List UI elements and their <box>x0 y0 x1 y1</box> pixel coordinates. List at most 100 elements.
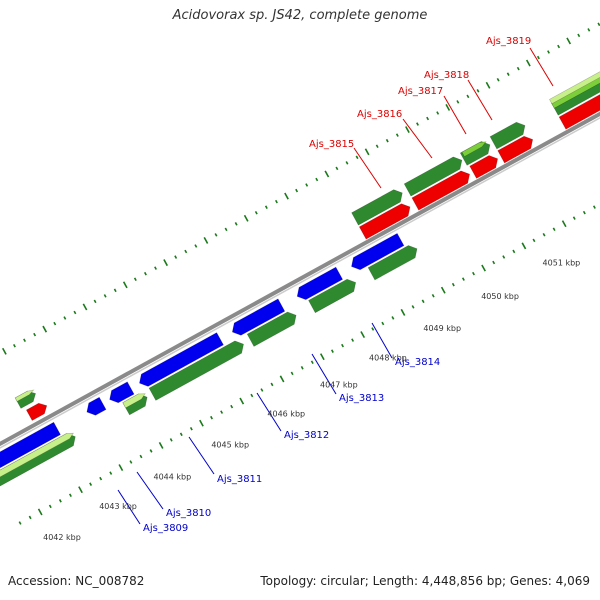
forward-cds-feature[interactable] <box>0 433 76 487</box>
tick-mark <box>592 205 596 209</box>
tick-mark <box>154 266 157 270</box>
tick-mark <box>345 161 349 165</box>
reverse-cds-feature[interactable] <box>0 421 61 469</box>
forward-cds-feature[interactable] <box>122 393 146 409</box>
scale-label: 4044 kbp <box>154 472 192 481</box>
gene-label[interactable]: Ajs_3812 <box>284 430 329 441</box>
label-leader-line <box>188 436 215 475</box>
forward-cds-feature[interactable] <box>148 340 244 401</box>
tick-mark <box>58 499 62 503</box>
tick-mark <box>73 310 77 315</box>
scale-label: 4048 kbp <box>369 354 407 363</box>
tick-mark <box>103 294 107 298</box>
reverse-cds-feature[interactable] <box>109 381 135 404</box>
tick-mark <box>341 343 344 348</box>
gene-label[interactable]: Ajs_3817 <box>398 86 443 97</box>
forward-cds-feature[interactable] <box>367 245 418 281</box>
gene-label[interactable]: Ajs_3809 <box>143 523 188 534</box>
scale-label: 4042 kbp <box>43 533 81 542</box>
reverse-cds-feature[interactable] <box>296 266 344 300</box>
forward-cds-feature[interactable] <box>351 189 403 226</box>
forward-cds-feature[interactable] <box>549 48 600 105</box>
reverse-cds-feature[interactable] <box>411 170 470 211</box>
forward-cds-feature[interactable] <box>403 156 463 197</box>
tick-mark <box>113 288 117 293</box>
tick-mark <box>557 44 561 49</box>
gene-label[interactable]: Ajs_3816 <box>357 109 402 120</box>
tick-mark <box>133 277 137 282</box>
tick-mark <box>502 255 506 259</box>
scale-label: 4049 kbp <box>423 324 461 333</box>
forward-cds-feature[interactable] <box>550 52 600 109</box>
reverse-cds-feature[interactable] <box>358 203 411 240</box>
reverse-cds-feature[interactable] <box>86 396 107 416</box>
label-leader-line <box>256 392 282 432</box>
tick-mark <box>254 210 258 215</box>
gene-label[interactable]: Ajs_3814 <box>395 357 440 368</box>
scale-labels: 4042 kbp 4043 kbp 4044 kbp 4045 kbp 4046 kbp… <box>43 258 581 542</box>
tick-mark <box>512 249 516 254</box>
gene-labels: Ajs_3815 Ajs_3816 Ajs_3817 Ajs_3818 Ajs_3819… <box>143 36 531 534</box>
tick-mark <box>284 192 289 200</box>
scale-label: 4051 kbp <box>543 258 581 267</box>
tick-mark <box>400 308 406 316</box>
tick-mark <box>319 353 325 361</box>
forward-cds-feature[interactable] <box>308 278 357 314</box>
tick-mark <box>28 515 32 520</box>
tick-mark <box>445 103 451 111</box>
gene-label[interactable]: Ajs_3818 <box>424 70 469 81</box>
gene-label[interactable]: Ajs_3811 <box>217 474 262 485</box>
label-leader-line <box>443 95 467 135</box>
tick-mark <box>472 271 475 276</box>
reverse-cds-feature[interactable] <box>139 332 224 387</box>
tick-mark <box>440 286 446 294</box>
gene-label[interactable]: Ajs_3815 <box>309 139 354 150</box>
tick-mark <box>577 33 581 38</box>
forward-cds-feature[interactable] <box>14 389 35 402</box>
gene-label[interactable]: Ajs_3819 <box>486 36 531 47</box>
label-leader-line <box>136 471 164 510</box>
tick-mark <box>118 464 124 472</box>
forward-cds-feature[interactable] <box>459 141 491 166</box>
tick-mark <box>12 343 16 348</box>
label-leader-line <box>402 118 433 159</box>
label-leader-line <box>529 47 554 87</box>
tick-mark <box>158 441 164 449</box>
label-leader-line <box>467 79 493 121</box>
genome-summary: Topology: circular; Length: 4,448,856 bp… <box>260 574 590 588</box>
tick-mark <box>295 188 299 193</box>
gene-label[interactable]: Ajs_3813 <box>339 393 384 404</box>
forward-cds-feature[interactable] <box>0 432 74 479</box>
scale-label: 4047 kbp <box>320 381 358 390</box>
scale-label: 4045 kbp <box>211 440 249 449</box>
tick-mark <box>436 111 440 115</box>
tick-mark <box>547 50 550 54</box>
tick-mark <box>305 183 309 187</box>
tick-mark <box>364 148 370 156</box>
tick-mark <box>224 227 228 232</box>
tick-mark <box>33 332 37 337</box>
gene-label[interactable]: Ajs_3810 <box>166 508 211 519</box>
tick-mark <box>416 122 419 126</box>
tick-mark <box>405 126 410 134</box>
tick-mark <box>532 238 536 243</box>
tick-mark <box>139 454 143 459</box>
reverse-cds-feature[interactable] <box>25 402 48 421</box>
forward-cds-feature[interactable] <box>489 121 526 150</box>
tick-mark <box>23 338 26 342</box>
reverse-cds-feature[interactable] <box>231 298 286 336</box>
reverse-cds-feature[interactable] <box>497 135 534 164</box>
forward-cds-feature[interactable] <box>461 141 487 157</box>
tick-mark <box>234 222 238 226</box>
tick-mark <box>525 59 531 67</box>
reverse-cds-feature[interactable] <box>558 66 600 130</box>
reverse-cds-feature[interactable] <box>469 155 498 179</box>
tick-mark <box>485 81 491 89</box>
tick-mark <box>1 347 7 355</box>
reverse-cds-feature[interactable] <box>351 232 405 271</box>
tick-mark <box>214 233 218 237</box>
scale-label: 4046 kbp <box>267 410 305 419</box>
tick-mark <box>582 210 586 215</box>
forward-cds-feature[interactable] <box>246 311 297 347</box>
